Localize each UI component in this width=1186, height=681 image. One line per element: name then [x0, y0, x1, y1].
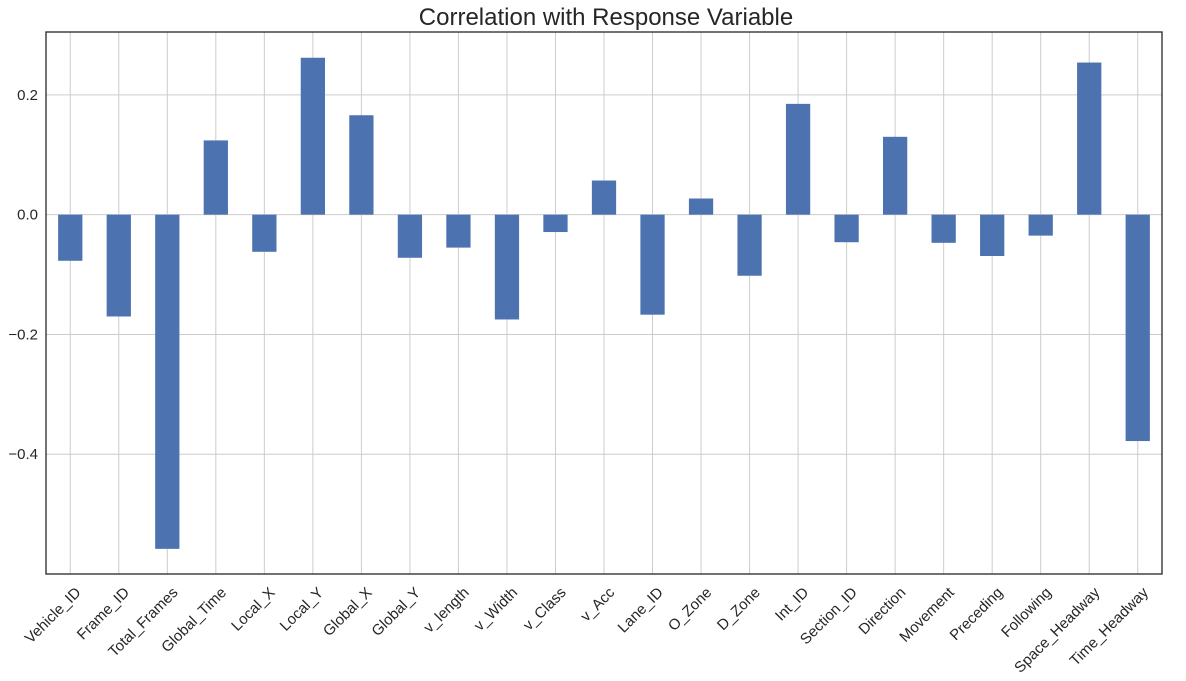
bar — [252, 214, 277, 252]
bar — [397, 214, 423, 258]
bar — [58, 214, 83, 261]
x-tick-label: v_length — [420, 584, 472, 636]
bar — [543, 214, 568, 233]
bar — [446, 214, 471, 248]
bar — [785, 103, 811, 215]
bar — [494, 214, 520, 320]
x-axis-ticks: Vehicle_IDFrame_IDTotal_FramesGlobal_Tim… — [22, 584, 1153, 677]
chart-title: Correlation with Response Variable — [419, 4, 793, 31]
bar — [106, 214, 131, 317]
bar — [688, 198, 714, 215]
y-tick-label: 0.0 — [17, 207, 38, 224]
y-axis-ticks: −0.4 −0.2 0.0 0.2 — [8, 87, 38, 463]
bar — [591, 180, 617, 215]
x-tick-label: Local_X — [228, 584, 278, 634]
x-tick-label: Lane_ID — [615, 584, 667, 636]
bar — [349, 115, 374, 215]
x-tick-label: Space_Headway — [1011, 584, 1104, 677]
bar — [834, 214, 859, 243]
bar — [931, 214, 956, 243]
bar — [883, 136, 908, 215]
bar — [737, 214, 762, 276]
x-tick-label: Global_Y — [368, 584, 424, 640]
x-tick-label: O_Zone — [665, 584, 715, 634]
bar — [1125, 214, 1150, 442]
x-tick-label: v_Class — [520, 584, 570, 634]
bar — [203, 140, 228, 215]
bar — [1028, 214, 1053, 236]
y-tick-label: −0.2 — [8, 326, 38, 343]
x-tick-label: v_Width — [471, 584, 521, 634]
x-tick-label: Global_X — [320, 584, 376, 640]
x-tick-label: v_Acc — [577, 584, 618, 625]
bar — [980, 214, 1005, 256]
bar — [1077, 62, 1102, 215]
bar — [640, 214, 665, 315]
x-tick-label: Int_ID — [772, 584, 812, 624]
bar — [155, 214, 180, 549]
x-tick-label: D_Zone — [714, 584, 764, 634]
x-tick-label: Vehicle_ID — [22, 584, 85, 647]
y-tick-label: 0.2 — [17, 87, 38, 104]
x-tick-label: Preceding — [947, 584, 1007, 644]
bar-group — [58, 57, 1150, 549]
bar — [300, 57, 325, 215]
plot-frame — [45, 31, 1163, 575]
y-tick-label: −0.4 — [8, 446, 38, 463]
grid-lines — [46, 32, 1162, 574]
